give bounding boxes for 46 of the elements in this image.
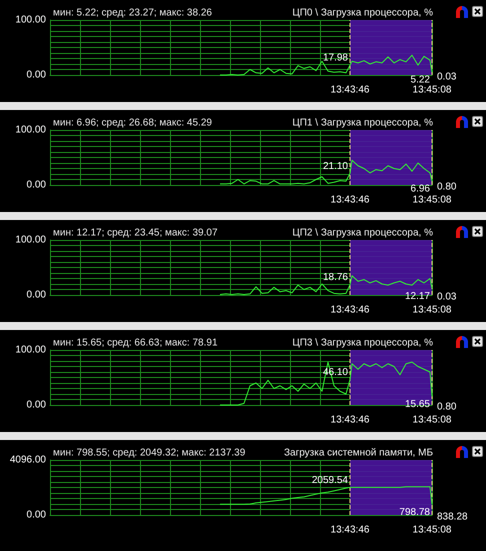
y-tick-label: 0.00 <box>26 180 46 190</box>
chart-subtitle: мин: 12.17; сред: 23.45; макс: 39.07 <box>53 228 218 238</box>
y-tick-label: 0.00 <box>26 400 46 410</box>
y-tick-label: 4096.00 <box>10 454 46 466</box>
y-tick-label: 0.00 <box>26 510 46 520</box>
text: 0.80 <box>437 402 457 412</box>
data-label: 17.98 <box>322 52 348 64</box>
x-tick-label: 13:45:08 <box>412 84 452 96</box>
data-label: 6.96 <box>410 184 430 195</box>
chart-title: ЦП3 \ Загрузка процессора, % <box>292 338 434 348</box>
data-label: 21.10 <box>322 160 348 172</box>
x-tick-label: 13:45:08 <box>412 524 452 536</box>
data-label: 2059.54 <box>312 474 348 486</box>
y-tick-label: 100.00 <box>15 14 46 26</box>
line-series <box>219 486 432 505</box>
x-tick-label: 13:45:08 <box>412 304 452 316</box>
y-tick-label: 100.00 <box>15 344 46 356</box>
y-tick-label: 0.00 <box>26 70 46 80</box>
x-tick-label: 13:43:46 <box>330 84 370 96</box>
y-tick-label: 100.00 <box>15 124 46 136</box>
chart-subtitle: мин: 6.96; сред: 26.68; макс: 45.29 <box>53 118 212 128</box>
chart-subtitle: мин: 5.22; сред: 23.27; макс: 38.26 <box>53 8 212 18</box>
text: 0.03 <box>437 292 457 302</box>
data-label: 798.78 <box>399 506 430 518</box>
data-label: 18.76 <box>322 272 348 284</box>
text: 838.28 <box>437 512 468 522</box>
x-tick-label: 13:43:46 <box>330 194 370 206</box>
chart-subtitle: мин: 15.65; сред: 66.63; макс: 78.91 <box>53 338 218 348</box>
line-series <box>219 54 432 76</box>
y-tick-label: 100.00 <box>15 234 46 246</box>
data-label: 5.22 <box>410 74 430 86</box>
chart-subtitle: мин: 798.55; сред: 2049.32; макс: 2137.39 <box>53 448 246 458</box>
x-tick-label: 13:45:08 <box>412 194 452 206</box>
chart-title: ЦП1 \ Загрузка процессора, % <box>292 118 434 128</box>
text: 0.03 <box>437 72 457 82</box>
line-series <box>219 160 432 184</box>
x-tick-label: 13:43:46 <box>330 524 370 536</box>
text: 0.80 <box>437 182 457 192</box>
y-tick-label: 0.00 <box>26 290 46 300</box>
chart-title: ЦП0 \ Загрузка процессора, % <box>292 8 434 18</box>
x-tick-label: 13:43:46 <box>330 304 370 316</box>
chart-title: ЦП2 \ Загрузка процессора, % <box>292 228 434 238</box>
line-series <box>219 362 432 406</box>
x-tick-label: 13:43:46 <box>330 414 370 426</box>
x-tick-label: 13:45:08 <box>412 414 452 426</box>
chart-title: Загрузка системной памяти, МБ <box>284 448 434 458</box>
